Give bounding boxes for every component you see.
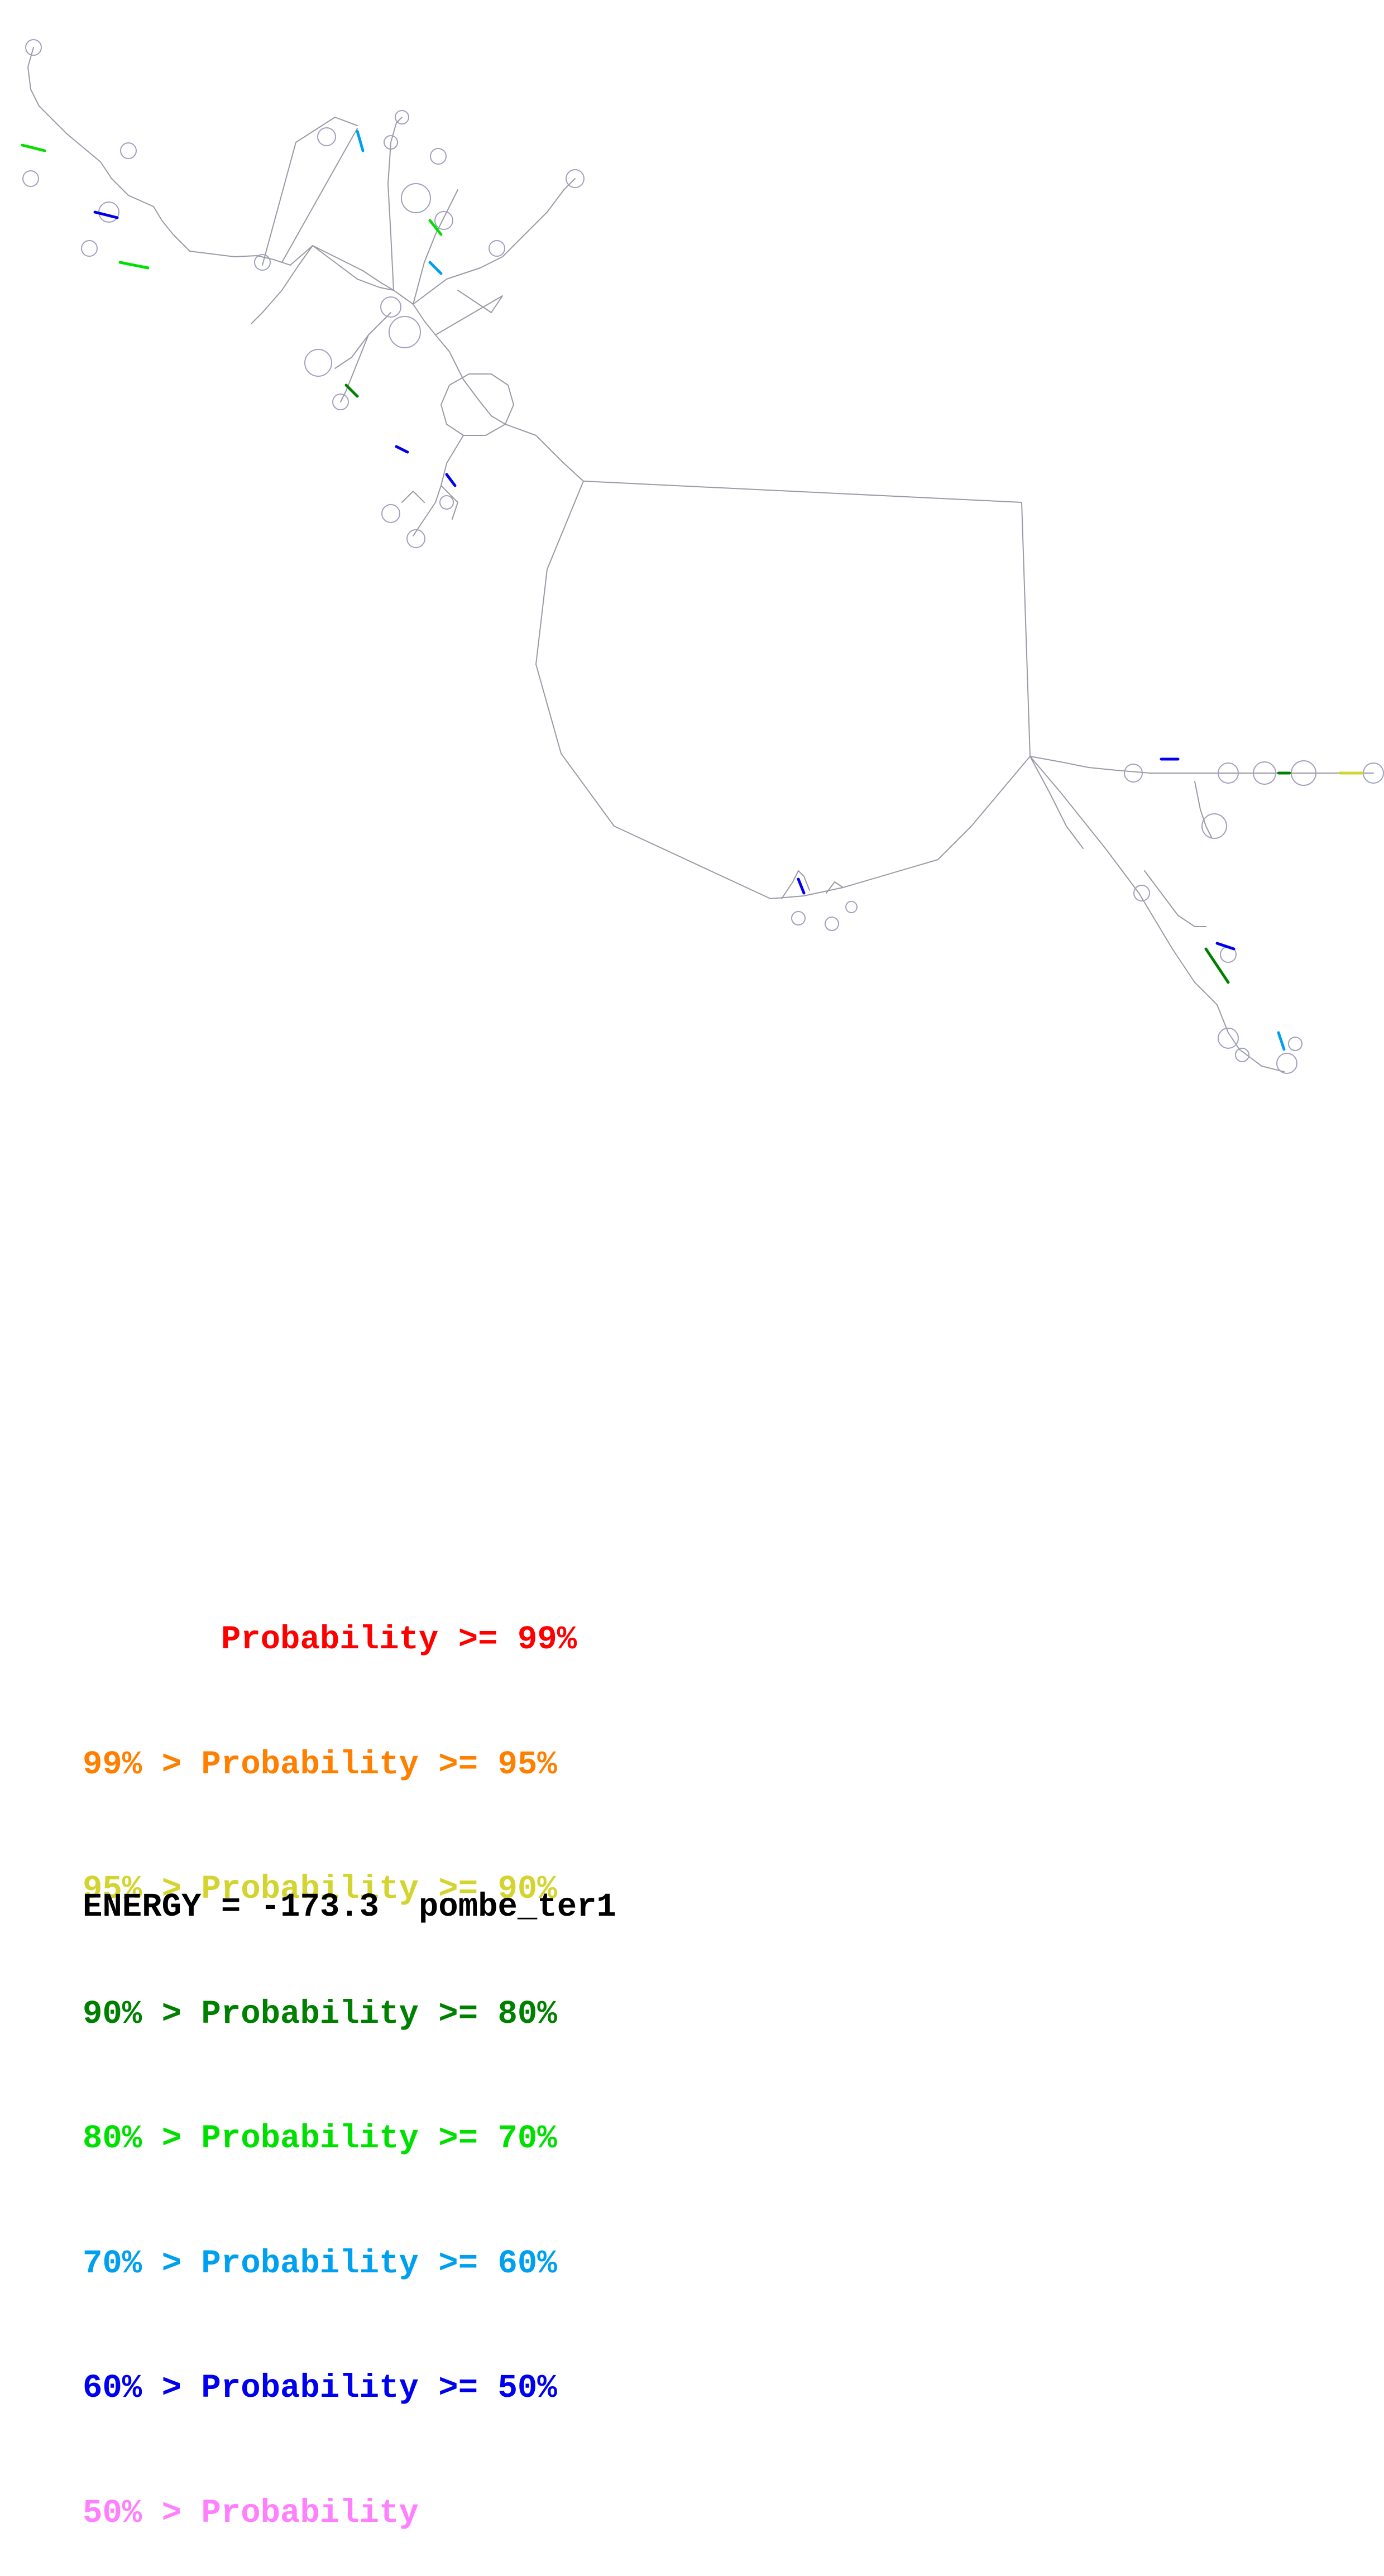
- legend-row-5: 80% > Probability >= 70%: [83, 2120, 557, 2157]
- legend-row-7: 60% > Probability >= 50%: [83, 2369, 557, 2407]
- energy-caption: ENERGY = -173.3 pombe_ter1: [83, 1887, 616, 1928]
- legend-row-3: 95% > Probability >= 90%: [83, 1870, 557, 1908]
- sequence-name: pombe_ter1: [418, 1888, 616, 1926]
- legend-row-2: 99% > Probability >= 95%: [83, 1745, 557, 1783]
- legend-row-6: 70% > Probability >= 60%: [83, 2244, 557, 2282]
- upper-left-backbone: [27, 47, 584, 482]
- legend-row-4: 90% > Probability >= 80%: [83, 1995, 557, 2033]
- rna-secondary-structure-diagram: [21, 39, 1384, 1074]
- lower-right-backbone: [1029, 756, 1374, 774]
- legend-row-8: 50% > Probability: [83, 2494, 419, 2532]
- exterior-loop-backbone: [535, 481, 1031, 899]
- probability-legend: Probability >= 99% 99% > Probability >= …: [83, 1536, 577, 2576]
- energy-value: ENERGY = -173.3: [83, 1888, 380, 1926]
- central-multiloop: [440, 373, 514, 436]
- legend-row-1: Probability >= 99%: [83, 1621, 577, 1658]
